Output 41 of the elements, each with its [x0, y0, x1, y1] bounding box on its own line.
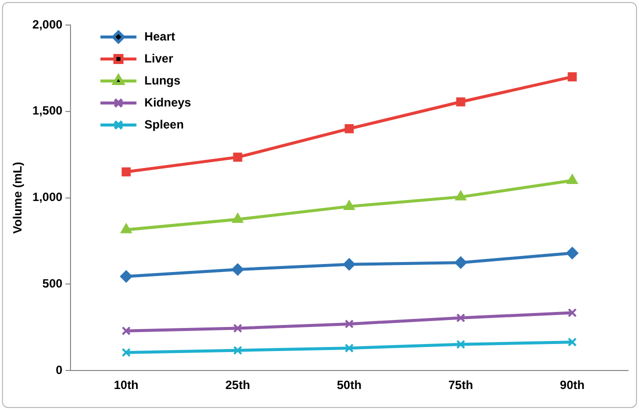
x-tick-label: 25th [225, 378, 250, 392]
legend-label: Liver [144, 51, 174, 66]
point [344, 344, 354, 353]
point [233, 346, 242, 355]
point [566, 174, 578, 184]
point [122, 167, 131, 176]
point [566, 247, 578, 260]
point [122, 326, 131, 336]
point [232, 213, 244, 223]
point [343, 258, 356, 270]
legend-label: Lungs [144, 73, 181, 88]
y-tick-label: 500 [42, 276, 63, 291]
point [455, 190, 466, 200]
point [120, 224, 132, 234]
legend-label: Spleen [144, 117, 184, 132]
point [233, 324, 242, 333]
point [456, 340, 466, 349]
point [454, 256, 467, 269]
x-tick-label: 50th [336, 378, 362, 392]
point [122, 348, 131, 357]
y-axis-title: Volume (mL) [10, 162, 25, 234]
point [456, 313, 466, 322]
y-tick-label: 1,500 [32, 104, 63, 118]
point [344, 200, 355, 210]
x-tick-label: 75th [448, 378, 474, 392]
x-tick-label: 90th [560, 378, 585, 392]
y-tick-label: 1,000 [32, 190, 63, 204]
point [568, 72, 577, 82]
point [344, 124, 354, 134]
y-tick-label: 2,000 [32, 17, 63, 32]
point [120, 270, 132, 282]
legend-label: Kidneys [144, 95, 192, 110]
y-tick-label: 0 [56, 362, 63, 377]
point [568, 308, 577, 318]
legend-label: Heart [144, 29, 176, 44]
point [568, 338, 577, 347]
point [232, 264, 244, 276]
x-tick-label: 10th [114, 378, 139, 392]
point [233, 152, 242, 162]
point [344, 319, 354, 328]
point [456, 97, 466, 106]
